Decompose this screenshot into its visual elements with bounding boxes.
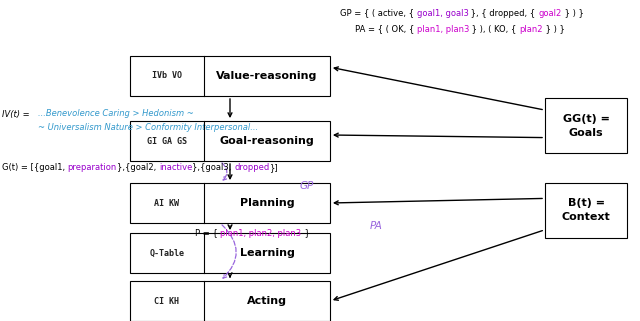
Bar (130, 233, 330, 273)
Text: Planning: Planning (240, 198, 294, 208)
Text: }: } (301, 229, 310, 238)
Text: AI KW: AI KW (154, 198, 179, 207)
Text: goal1, goal3: goal1, goal3 (417, 8, 468, 18)
Bar (130, 183, 330, 223)
Text: IVb VO: IVb VO (152, 72, 182, 81)
Text: G(t) = [{goal1,: G(t) = [{goal1, (2, 163, 68, 172)
Text: Value-reasoning: Value-reasoning (216, 71, 317, 81)
Bar (130, 56, 330, 96)
Text: } ) }: } ) } (543, 24, 564, 33)
Text: P = {: P = { (195, 229, 220, 238)
Text: Acting: Acting (247, 296, 287, 306)
Text: inactive: inactive (159, 163, 192, 172)
Text: }]: }] (269, 163, 278, 172)
Bar (545, 98, 627, 153)
Text: preparation: preparation (68, 163, 117, 172)
Text: },{goal2,: },{goal2, (117, 163, 159, 172)
Text: plan1, plan2, plan3: plan1, plan2, plan3 (220, 229, 301, 238)
Text: GP = { ( active, {: GP = { ( active, { (340, 8, 417, 18)
Text: PA: PA (370, 221, 383, 231)
Text: goal2: goal2 (538, 8, 561, 18)
Text: B(t) =
Context: B(t) = Context (562, 198, 611, 222)
Text: Learning: Learning (239, 248, 294, 258)
Text: dropped: dropped (234, 163, 269, 172)
Bar (130, 121, 330, 161)
Text: Goal-reasoning: Goal-reasoning (220, 136, 314, 146)
Text: },{goal3,: },{goal3, (192, 163, 234, 172)
Text: plan2: plan2 (519, 24, 543, 33)
Text: ...Benevolence Caring > Hedonism ~: ...Benevolence Caring > Hedonism ~ (38, 109, 194, 118)
Text: plan1, plan3: plan1, plan3 (417, 24, 469, 33)
Text: }, { dropped, {: }, { dropped, { (468, 8, 538, 18)
Text: IV(t) =: IV(t) = (2, 109, 32, 118)
Text: GG(t) =
Goals: GG(t) = Goals (563, 114, 609, 137)
Text: } ) }: } ) } (561, 8, 584, 18)
Bar (130, 281, 330, 321)
Text: PA = { ( OK, {: PA = { ( OK, { (355, 24, 417, 33)
Text: } ), ( KO, {: } ), ( KO, { (469, 24, 519, 33)
Text: GI GA GS: GI GA GS (147, 136, 187, 145)
Text: Q-Table: Q-Table (150, 248, 184, 257)
Text: ~ Universalism Nature > Conformity Interpersonal...: ~ Universalism Nature > Conformity Inter… (38, 123, 258, 132)
Text: CI KH: CI KH (154, 297, 179, 306)
Text: GP: GP (300, 181, 314, 191)
Bar (545, 183, 627, 238)
